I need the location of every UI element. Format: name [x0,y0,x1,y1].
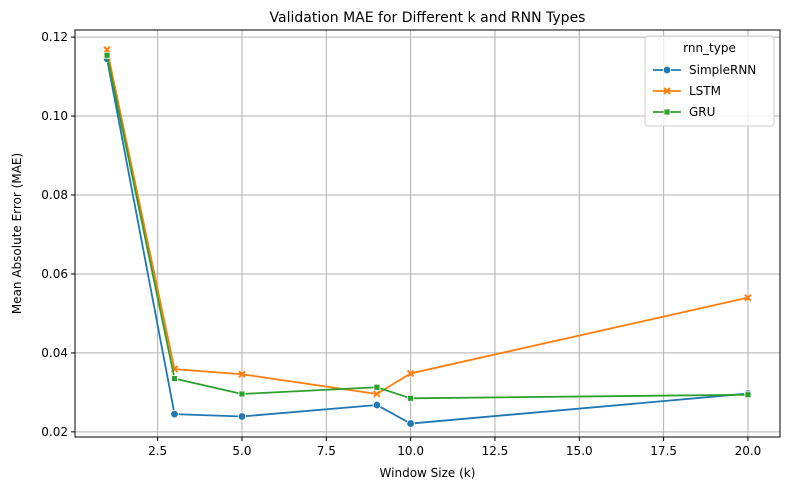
x-tick-label: 20.0 [735,444,762,458]
legend-box [644,35,775,127]
series-gru [103,51,752,402]
chart-title: Validation MAE for Different k and RNN T… [270,10,586,26]
y-tick-label: 0.06 [41,267,68,281]
data-point-stroke [238,370,246,378]
axis-layer: 2.5 5.0 7.5 10.0 12.5 15.0 17.5 20.0 0.02 0.04 0.0… [41,30,761,458]
x-tick-label: 2.5 [148,444,167,458]
legend: rnn_type SimpleRNN LSTM GRU [644,35,775,127]
data-point-stroke [406,369,415,378]
series-line-gru [106,55,748,400]
data-point-stroke [373,390,381,398]
y-tick-label: 0.10 [41,109,68,123]
data-point [744,391,752,399]
data-point [170,409,179,419]
data-point [407,394,415,402]
series-line-simplernn [106,58,749,425]
y-tick-label: 0.04 [41,346,68,360]
x-tick-label: 7.5 [317,444,336,458]
legend-item-simplernn: SimpleRNN [653,63,756,77]
data-point [663,87,671,95]
data-point [662,65,672,75]
series-layer [102,46,753,428]
y-tick-label: 0.08 [41,188,68,202]
data-point-stroke [103,46,111,54]
data-point [406,419,415,428]
data-point [238,370,246,378]
data-point [663,108,671,116]
data-point [406,369,415,378]
data-point [373,383,381,391]
plot-area-frame [74,29,781,438]
data-point [103,46,111,54]
x-tick-label: 15.0 [566,444,593,458]
legend-label: LSTM [689,84,721,98]
legend-item-lstm: LSTM [653,84,721,98]
series-lstm [103,46,752,398]
x-tick-label: 5.0 [232,444,251,458]
x-tick-label: 10.0 [397,444,424,458]
y-axis-title: Mean Absolute Error (MAE) [10,153,24,314]
data-point-stroke [663,87,671,95]
series-line-lstm [106,49,749,395]
data-point [373,390,381,398]
data-point [744,293,752,302]
y-tick-label: 0.02 [41,425,68,439]
data-point-stroke [744,293,752,302]
legend-label: SimpleRNN [689,63,756,77]
legend-title: rnn_type [683,41,736,55]
data-point [372,400,382,410]
data-point [237,412,247,421]
data-point [103,51,111,59]
data-point [238,390,246,398]
x-tick-label: 17.5 [650,444,677,458]
legend-label: GRU [689,105,715,119]
data-point [171,375,178,382]
x-tick-label: 12.5 [482,444,509,458]
legend-item-gru: GRU [653,105,715,119]
x-axis-title: Window Size (k) [380,466,476,480]
y-tick-label: 0.12 [41,30,68,44]
legend-items: SimpleRNN LSTM GRU [653,63,756,119]
